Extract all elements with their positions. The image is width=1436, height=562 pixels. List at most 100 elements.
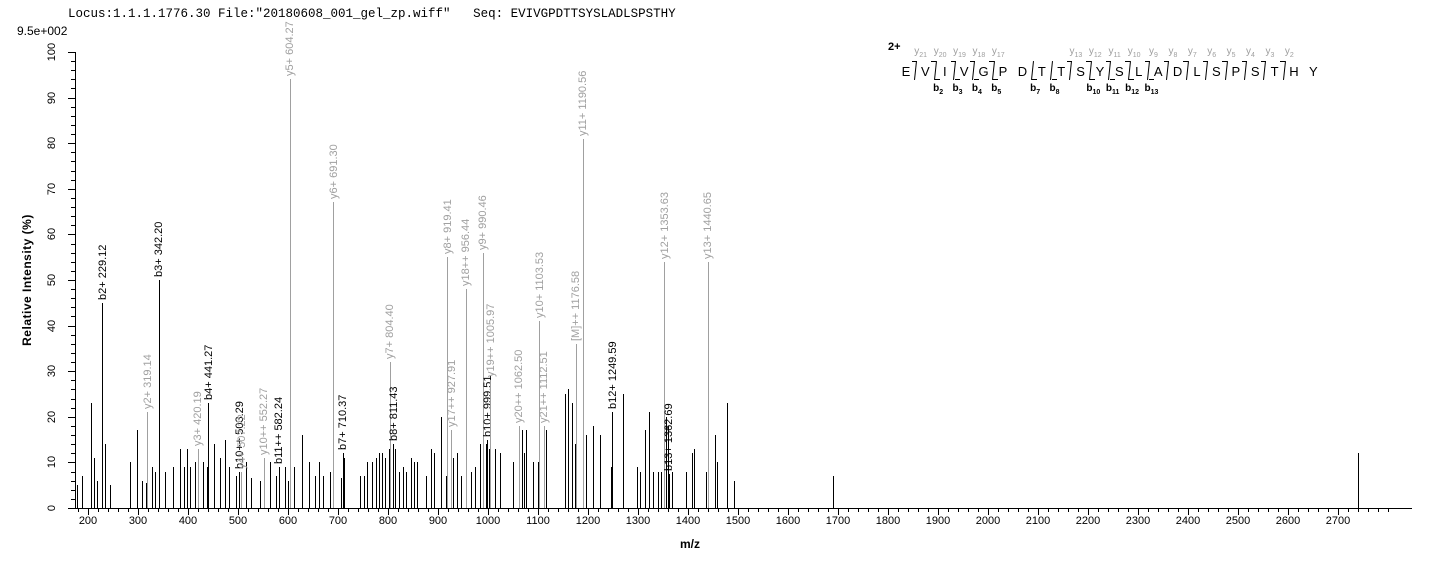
y-ion-tick — [931, 61, 937, 62]
peak — [367, 462, 368, 508]
peak — [494, 448, 496, 508]
peak — [403, 466, 404, 508]
base-peak-intensity-note: 9.5e+002 — [17, 24, 68, 38]
peak — [572, 403, 573, 508]
x-minor-tick — [878, 509, 879, 512]
b-ion-label-b12: b12 — [1125, 83, 1140, 97]
b-ion-label-b3: b3 — [952, 83, 963, 97]
y-ion-tick — [1144, 61, 1150, 62]
y-ion-label-y8: y8 — [1168, 46, 1178, 60]
peak — [414, 462, 415, 508]
x-minor-tick — [1018, 509, 1019, 512]
x-minor-tick — [418, 509, 419, 512]
x-minor-tick — [868, 509, 869, 512]
y-ion-label-y4: y4 — [1246, 46, 1255, 60]
peak-b3+ — [158, 280, 160, 508]
y-minor-tick — [71, 380, 75, 382]
residue-A14: A — [1153, 64, 1163, 79]
x-minor-tick — [428, 509, 429, 512]
y-tick-label: 80 — [46, 137, 58, 150]
y-major-tick — [68, 234, 75, 236]
peak-label: y21++ 1112.51 — [538, 351, 551, 423]
x-major-tick — [1138, 509, 1139, 515]
x-minor-tick — [358, 509, 359, 512]
x-major-tick — [688, 509, 689, 515]
peak — [694, 448, 695, 508]
peak — [344, 457, 345, 508]
y-minor-tick — [71, 444, 75, 446]
x-minor-tick — [278, 509, 279, 512]
x-minor-tick — [1118, 509, 1119, 512]
x-tick-label: 1800 — [875, 515, 901, 527]
peak — [568, 389, 569, 508]
peak — [431, 448, 432, 508]
y-ion-label-y5: y5 — [1226, 46, 1236, 60]
peak — [293, 466, 295, 508]
peak — [417, 462, 418, 508]
y-minor-tick — [71, 389, 75, 391]
y-ion-tick — [1163, 61, 1169, 62]
spectrum-plot-area[interactable]: b2+ 229.12 y2+ 319.14 b3+ 342.20 y3+ 420.19… — [75, 22, 1408, 508]
x-major-tick — [788, 509, 789, 515]
y-ion-label-y19: y19 — [953, 46, 966, 60]
peak-y19++ — [490, 380, 492, 508]
x-minor-tick — [798, 509, 799, 512]
residue-P18: P — [1231, 64, 1241, 79]
x-major-tick — [588, 509, 589, 515]
y-axis-line — [75, 52, 76, 509]
y-tick-label: 30 — [46, 365, 58, 378]
y-minor-tick — [71, 352, 75, 354]
x-minor-tick — [218, 509, 219, 512]
y-major-tick — [68, 416, 75, 418]
x-major-tick — [238, 509, 239, 515]
b-ion-label-b11: b11 — [1105, 83, 1120, 97]
peak — [152, 466, 153, 508]
x-minor-tick — [968, 509, 969, 512]
y-minor-tick — [71, 489, 75, 491]
peak — [411, 457, 412, 508]
peak — [384, 457, 386, 508]
x-minor-tick — [948, 509, 949, 512]
y-minor-tick — [71, 480, 75, 482]
x-tick-label: 2700 — [1325, 515, 1351, 527]
x-major-tick — [288, 509, 289, 515]
peak-y11+ — [582, 138, 584, 508]
x-minor-tick — [1108, 509, 1109, 512]
peak-y8+ — [447, 257, 449, 508]
x-tick-label: 700 — [328, 515, 348, 527]
peak-label: b4+ 441.27 — [202, 344, 215, 401]
x-minor-tick — [1348, 509, 1349, 512]
x-major-tick — [938, 509, 939, 515]
peak — [726, 403, 728, 508]
peak — [521, 430, 523, 508]
peak — [276, 476, 277, 508]
peak — [574, 444, 576, 508]
y-ion-tick — [950, 61, 956, 62]
y-ion-tick — [1202, 61, 1208, 62]
peak — [236, 476, 237, 508]
y-minor-tick — [71, 197, 75, 199]
peak-label: b12+ 1249.59 — [606, 341, 619, 410]
peak — [330, 471, 331, 508]
x-major-tick — [1238, 509, 1239, 515]
peak-label: y5+ 604.27 — [284, 21, 297, 77]
peak — [665, 416, 667, 508]
peak — [639, 471, 641, 508]
y-minor-tick — [71, 362, 75, 364]
peak — [479, 444, 481, 508]
x-major-tick — [1288, 509, 1289, 515]
y-minor-tick — [71, 61, 75, 63]
y-ion-label-y17: y17 — [991, 46, 1005, 60]
x-minor-tick — [178, 509, 179, 512]
peak-b7+ — [342, 453, 344, 508]
y-minor-tick — [71, 316, 75, 318]
x-minor-tick — [198, 509, 199, 512]
x-minor-tick — [208, 509, 209, 512]
x-tick-label: 300 — [128, 515, 148, 527]
x-minor-tick — [408, 509, 409, 512]
y-major-tick — [68, 325, 75, 327]
x-minor-tick — [598, 509, 599, 512]
y-minor-tick — [71, 252, 75, 254]
b-ion-tick — [1090, 79, 1096, 80]
residue-L13: L — [1135, 64, 1143, 79]
